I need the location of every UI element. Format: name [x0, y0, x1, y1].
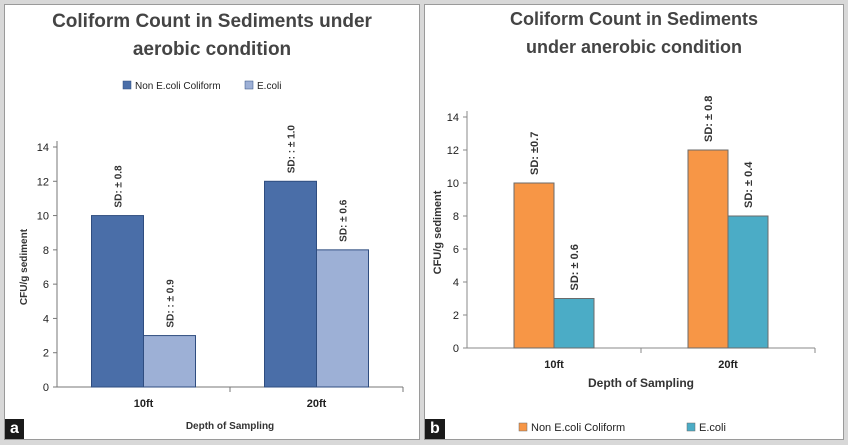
legend-swatch-b-ecoli [686, 422, 696, 432]
y-tick-label-a: 2 [43, 348, 49, 360]
y-tick-label-a: 14 [37, 142, 49, 154]
legend-swatch-a-non-ecoli [122, 80, 132, 90]
x-axis-title-a: Depth of Sampling [186, 421, 274, 432]
x-axis-title-b: Depth of Sampling [588, 376, 694, 390]
chart-title-line-b: under anerobic condition [526, 37, 742, 57]
sd-label-a: SD: : ± 1.0 [287, 125, 298, 174]
panel-tag-b: b [425, 419, 445, 439]
chart-a-svg: Coliform Count in Sediments under aerobic… [19, 11, 404, 432]
legend-label-a-non-ecoli: Non E.coli Coliform [135, 81, 221, 92]
bar-a-non-ecoli-10ft [91, 215, 144, 388]
y-tick-label-b: 4 [453, 277, 459, 289]
x-tick-label-b: 10ft [544, 359, 564, 371]
sd-label-b: SD: ± 0.8 [703, 96, 715, 142]
y-tick-label-b: 2 [453, 310, 459, 322]
sd-label-b: SD: ± 0.6 [569, 244, 581, 290]
legend-swatch-b-non-ecoli [518, 422, 528, 432]
chart-panel-a: Coliform Count in Sediments under aerobic… [4, 4, 420, 440]
y-tick-label-a: 6 [43, 279, 49, 291]
y-tick-label-b: 14 [447, 112, 459, 124]
y-tick-label-b: 0 [453, 343, 459, 355]
y-tick-label-a: 4 [43, 313, 49, 325]
sd-label-a: SD: ± 0.8 [114, 165, 125, 208]
legend-label-b-non-ecoli: Non E.coli Coliform [531, 422, 625, 434]
x-tick-label-b: 20ft [718, 359, 738, 371]
chart-b-svg: Coliform Count in Sediments under anerobi… [432, 9, 816, 434]
bar-a-ecoli-20ft [316, 249, 369, 388]
y-tick-label-b: 8 [453, 211, 459, 223]
chart-title-line-a: Coliform Count in Sediments under [52, 11, 372, 32]
bar-b-ecoli-20ft [727, 215, 769, 349]
chart-title-line-b: Coliform Count in Sediments [510, 9, 758, 29]
y-tick-label-b: 12 [447, 145, 459, 157]
bar-a-non-ecoli-20ft [264, 180, 317, 388]
panel-tag-a: a [5, 419, 24, 439]
sd-label-b: SD: ± 0.4 [743, 161, 755, 208]
y-tick-label-a: 8 [43, 245, 49, 257]
legend-swatch-a-ecoli [244, 80, 254, 90]
y-axis-title-b: CFU/g sediment [432, 190, 444, 274]
y-tick-label-b: 6 [453, 244, 459, 256]
x-tick-label-a: 10ft [134, 398, 154, 410]
sd-label-a: SD: ± 0.6 [339, 199, 350, 242]
x-tick-label-a: 20ft [307, 398, 327, 410]
bar-b-non-ecoli-20ft [687, 149, 729, 349]
legend-label-a-ecoli: E.coli [257, 81, 281, 92]
y-axis-title-a: CFU/g sediment [19, 228, 30, 305]
y-tick-label-a: 12 [37, 176, 49, 188]
legend-label-b-ecoli: E.coli [699, 422, 726, 434]
bar-a-ecoli-10ft [143, 335, 196, 388]
y-tick-label-b: 10 [447, 178, 459, 190]
bar-b-non-ecoli-10ft [513, 182, 555, 349]
y-tick-label-a: 0 [43, 382, 49, 394]
sd-label-a: SD: : ± 0.9 [166, 279, 177, 328]
sd-label-b: SD: ±0.7 [529, 132, 541, 175]
chart-panel-b: Coliform Count in Sediments under anerobi… [424, 4, 844, 440]
y-tick-label-a: 10 [37, 211, 49, 223]
bar-b-ecoli-10ft [553, 298, 595, 349]
chart-title-line-a: aerobic condition [133, 39, 291, 60]
